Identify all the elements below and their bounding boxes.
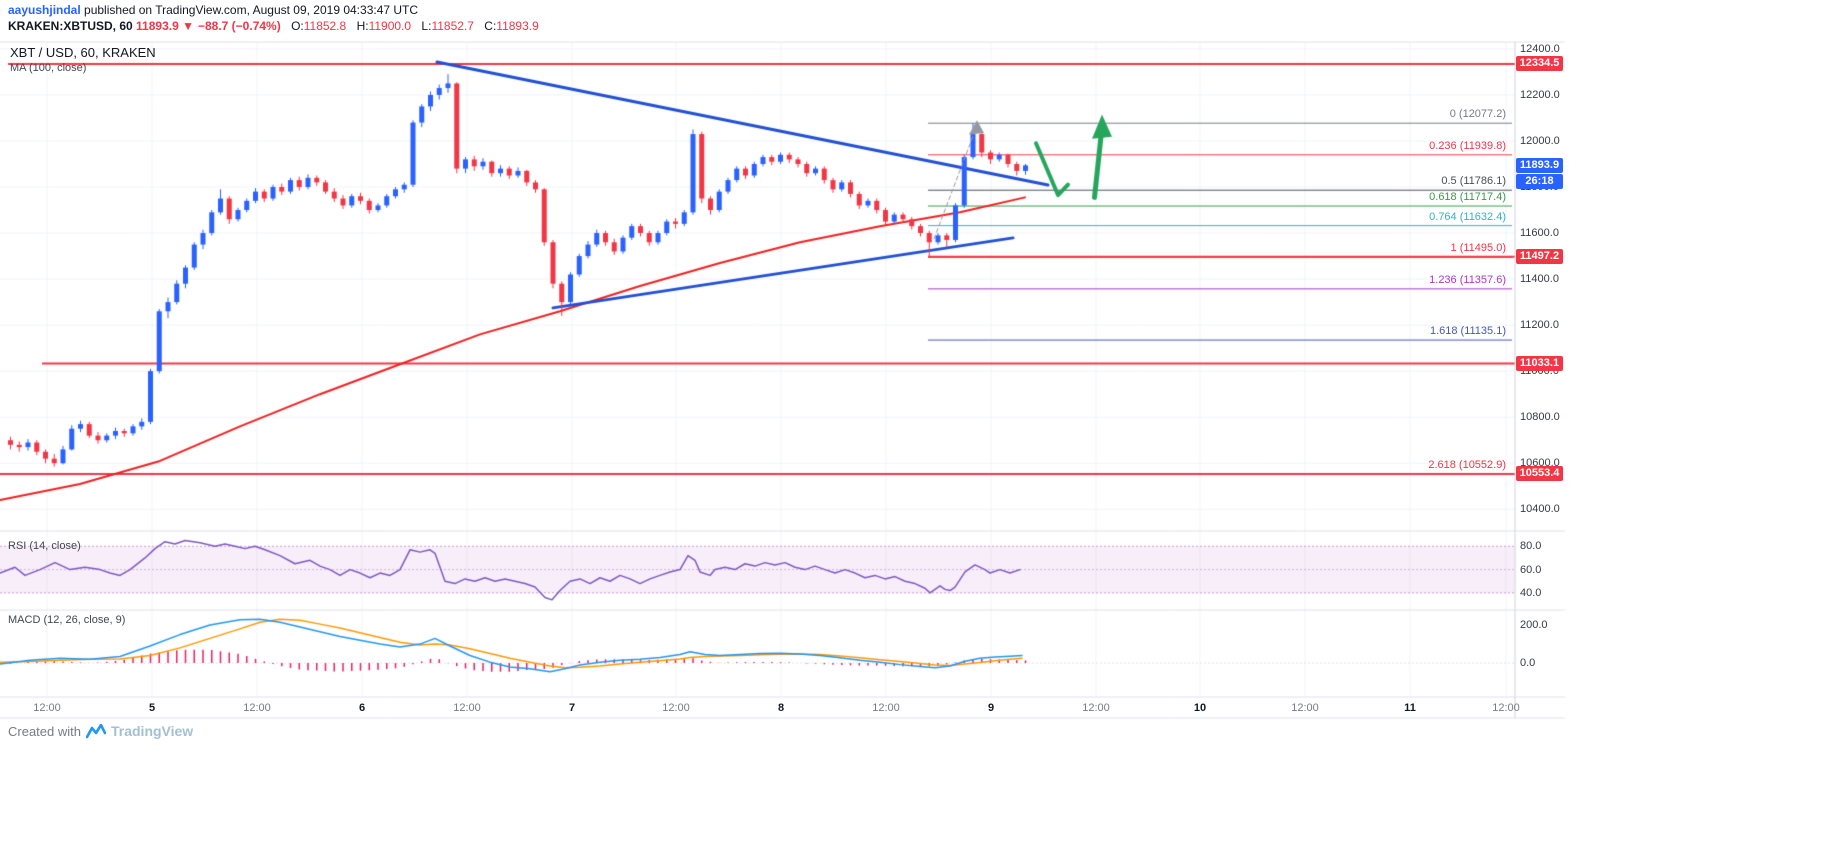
tradingview-logo-icon bbox=[85, 723, 106, 738]
last-price: 11893.9 bbox=[136, 19, 179, 33]
byline-text: published on TradingView.com, August 09,… bbox=[80, 3, 419, 17]
low-value: 11852.7 bbox=[431, 19, 474, 33]
ma-indicator-label[interactable]: MA (100, close) bbox=[10, 62, 87, 74]
footer: Created with TradingView bbox=[8, 723, 193, 739]
low-label: L: bbox=[421, 19, 432, 33]
created-with-text: Created with bbox=[8, 723, 81, 739]
rsi-indicator-label[interactable]: RSI (14, close) bbox=[8, 540, 81, 552]
open-label: O: bbox=[291, 19, 304, 33]
macd-indicator-label[interactable]: MACD (12, 26, close, 9) bbox=[8, 614, 126, 626]
high-value: 11900.0 bbox=[368, 19, 412, 33]
high-label: H: bbox=[356, 19, 369, 33]
open-value: 11852.8 bbox=[303, 19, 347, 33]
byline: aayushjindal published on TradingView.co… bbox=[8, 3, 418, 17]
tradingview-brand-link[interactable]: TradingView bbox=[110, 723, 194, 739]
close-label: C: bbox=[484, 19, 497, 33]
author-link[interactable]: aayushjindal bbox=[8, 3, 81, 17]
quote-line: KRAKEN:XBTUSD, 60 11893.9 ▼ −88.7 (−0.74%… bbox=[8, 19, 539, 33]
close-value: 11893.9 bbox=[496, 19, 539, 33]
price-change: −88.7 (−0.74%) bbox=[197, 19, 281, 33]
pane-title: XBT / USD, 60, KRAKEN bbox=[10, 45, 156, 60]
symbol-title: KRAKEN:XBTUSD, 60 bbox=[8, 19, 133, 33]
change-arrow-icon: ▼ bbox=[182, 19, 194, 33]
